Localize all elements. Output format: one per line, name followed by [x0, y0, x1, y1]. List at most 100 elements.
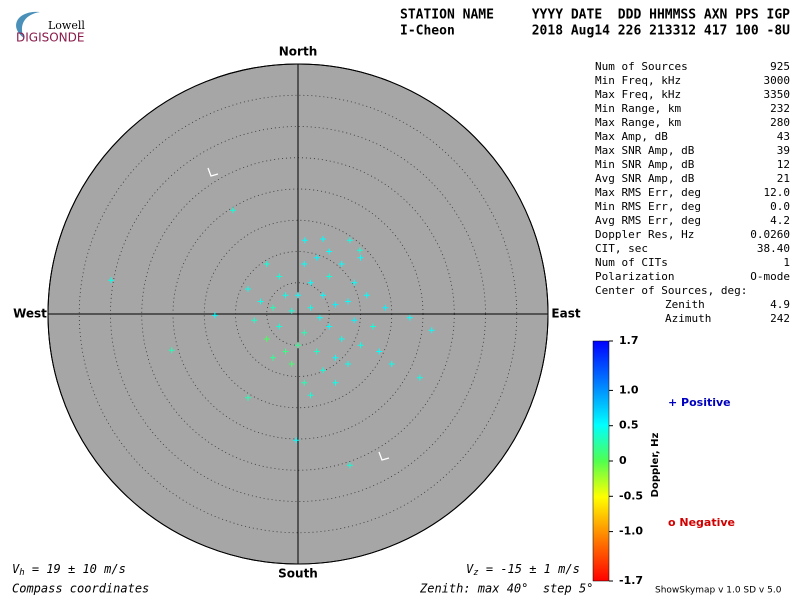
source-point [332, 379, 339, 386]
param-label: Min SNR Amp, dB [595, 158, 695, 171]
param-value: 21 [777, 172, 790, 185]
source-point [326, 273, 333, 280]
param-value: 1 [783, 256, 790, 269]
source-point [351, 279, 358, 286]
param-label: Polarization [595, 270, 674, 283]
param-label: Num of Sources [595, 60, 688, 73]
param-label: Num of CITs [595, 256, 668, 269]
source-point [307, 304, 314, 311]
source-point [370, 323, 376, 330]
dir-east: East [551, 307, 580, 321]
logo-top: Lowell [48, 19, 85, 32]
param-value: 43 [777, 130, 790, 143]
colorbar-tick-label: 1.7 [619, 334, 639, 347]
param-value: O-mode [750, 270, 790, 283]
source-point [168, 347, 175, 354]
param-label: Doppler Res, Hz [595, 228, 694, 241]
source-point [332, 354, 339, 361]
source-point [376, 348, 383, 355]
param-label: Max Amp, dB [595, 130, 668, 143]
source-point [270, 354, 276, 361]
param-label: Max Range, km [595, 116, 681, 129]
source-point [313, 254, 320, 261]
source-point [332, 301, 339, 308]
source-point [245, 286, 251, 292]
marker [378, 451, 390, 461]
logo: Lowell DIGISONDE [16, 11, 85, 45]
param-value: 280 [770, 116, 790, 129]
param-value: 3000 [764, 74, 791, 87]
param-label: Max RMS Err, deg [595, 186, 701, 199]
source-point [276, 273, 283, 280]
source-point [270, 304, 276, 311]
header-left: STATION NAME [400, 8, 494, 23]
source-point [345, 298, 351, 305]
source-point [326, 323, 333, 330]
params-table: Num of Sources 925 Min Freq, kHz 3000 Max Fr… [595, 60, 790, 325]
colorbar-tick-label: -1.0 [619, 525, 643, 538]
vh: Vh = 19 ± 10 m/s [12, 562, 126, 578]
colorbar-tick-label: -0.5 [619, 489, 643, 502]
colorbar-scale [592, 340, 610, 582]
header-right: YYYY DATE DDD HHMMSS AXN PPS IGP [532, 8, 790, 23]
version: ShowSkymap v 1.0 SD v 5.0 [655, 586, 782, 596]
param-label: Avg RMS Err, deg [595, 214, 701, 227]
source-point [382, 304, 389, 311]
source-point [288, 361, 295, 367]
logo-swoosh [16, 11, 40, 38]
station: I-Cheon [400, 24, 455, 39]
center-label: Azimuth [665, 312, 711, 325]
legend-negative: o Negative [668, 516, 735, 529]
source-point [357, 254, 364, 261]
source-point [363, 292, 370, 299]
source-point [351, 317, 358, 324]
colorbar-tick-label: -1.7 [619, 574, 643, 587]
param-label: Min Range, km [595, 102, 681, 115]
param-value: 38.40 [757, 242, 790, 255]
colorbar-tick-label: 0.5 [619, 419, 639, 432]
source-point [251, 317, 258, 324]
source-point [320, 292, 326, 299]
colorbar-label: Doppler, Hz [650, 433, 661, 498]
source-point [320, 236, 326, 242]
colorbar: Doppler, Hz 1.7 1.0 0.5 0 -0.5 -1.0 -1.7 [592, 334, 661, 587]
vz-sub: z [473, 568, 478, 578]
source-point [301, 329, 308, 336]
source-point [211, 312, 218, 319]
param-value: 0.0 [770, 200, 790, 213]
source-point [301, 379, 308, 386]
param-value: 232 [770, 102, 790, 115]
center-value: 242 [770, 312, 790, 325]
colorbar-tick-label: 0 [619, 454, 627, 467]
source-point [307, 392, 314, 399]
source-point [288, 307, 295, 314]
source-point [326, 248, 333, 255]
param-label: Max Freq, kHz [595, 88, 681, 101]
source-point [263, 336, 270, 342]
source-point [108, 277, 115, 284]
source-point [295, 342, 301, 349]
source-point [416, 374, 423, 381]
source-point [282, 292, 289, 299]
param-value: 12 [777, 158, 790, 171]
source-point [406, 314, 413, 321]
param-value: 4.2 [770, 214, 790, 227]
source-point [293, 437, 300, 444]
param-label: CIT, sec [595, 242, 648, 255]
source-point [346, 237, 353, 244]
header-values: 2018 Aug14 226 213312 417 100 -8U [532, 24, 790, 39]
legend-positive: + Positive [668, 396, 731, 409]
source-point [356, 247, 363, 254]
source-point [301, 237, 308, 244]
polar-plot [47, 63, 549, 565]
coords-note: Compass coordinates [12, 582, 149, 596]
vh-sub: h [19, 568, 24, 578]
source-point [295, 292, 301, 299]
dir-north: North [279, 45, 317, 59]
source-point [313, 348, 320, 355]
vz: Vz = -15 ± 1 m/s [466, 562, 580, 578]
source-point [263, 261, 270, 267]
vz-text: = -15 ± 1 m/s [479, 562, 580, 576]
param-value: 39 [777, 144, 790, 157]
source-point [316, 314, 323, 321]
